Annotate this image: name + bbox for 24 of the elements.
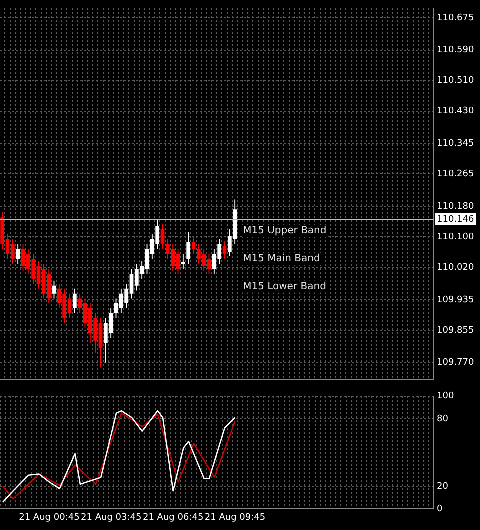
y-tick-label: 110.265 [437,170,474,180]
y-tick-label: 0 [437,504,443,515]
y-tick-label: 80 [437,414,449,424]
y-tick-label: 20 [437,482,449,492]
y-tick-label: 110.510 [437,76,474,86]
y-tick-label: 110.675 [437,13,474,24]
y-tick-label: 109.855 [437,326,474,336]
ref-line-label: 110.146 [437,214,474,225]
y-tick-label: 100 [437,392,454,402]
x-tick-label: 21 Aug 09:45 [204,512,266,523]
y-tick-label: 110.590 [437,46,474,56]
y-tick-label: 109.770 [437,358,474,368]
annotation: M15 Upper Band [243,226,327,237]
y-tick-label: 110.430 [437,106,474,117]
x-tick-label: 21 Aug 00:45 [19,512,80,523]
y-tick-label: 110.100 [437,232,474,242]
y-tick-label: 109.935 [437,295,474,306]
annotation: M15 Main Band [243,254,320,265]
y-tick-label: 110.180 [437,202,474,212]
x-tick-label: 21 Aug 06:45 [142,512,204,523]
y-tick-label: 110.345 [437,139,474,150]
y-tick-label: 110.020 [437,262,474,273]
annotation: M15 Lower Band [243,281,326,292]
x-tick-label: 21 Aug 03:45 [81,512,142,523]
